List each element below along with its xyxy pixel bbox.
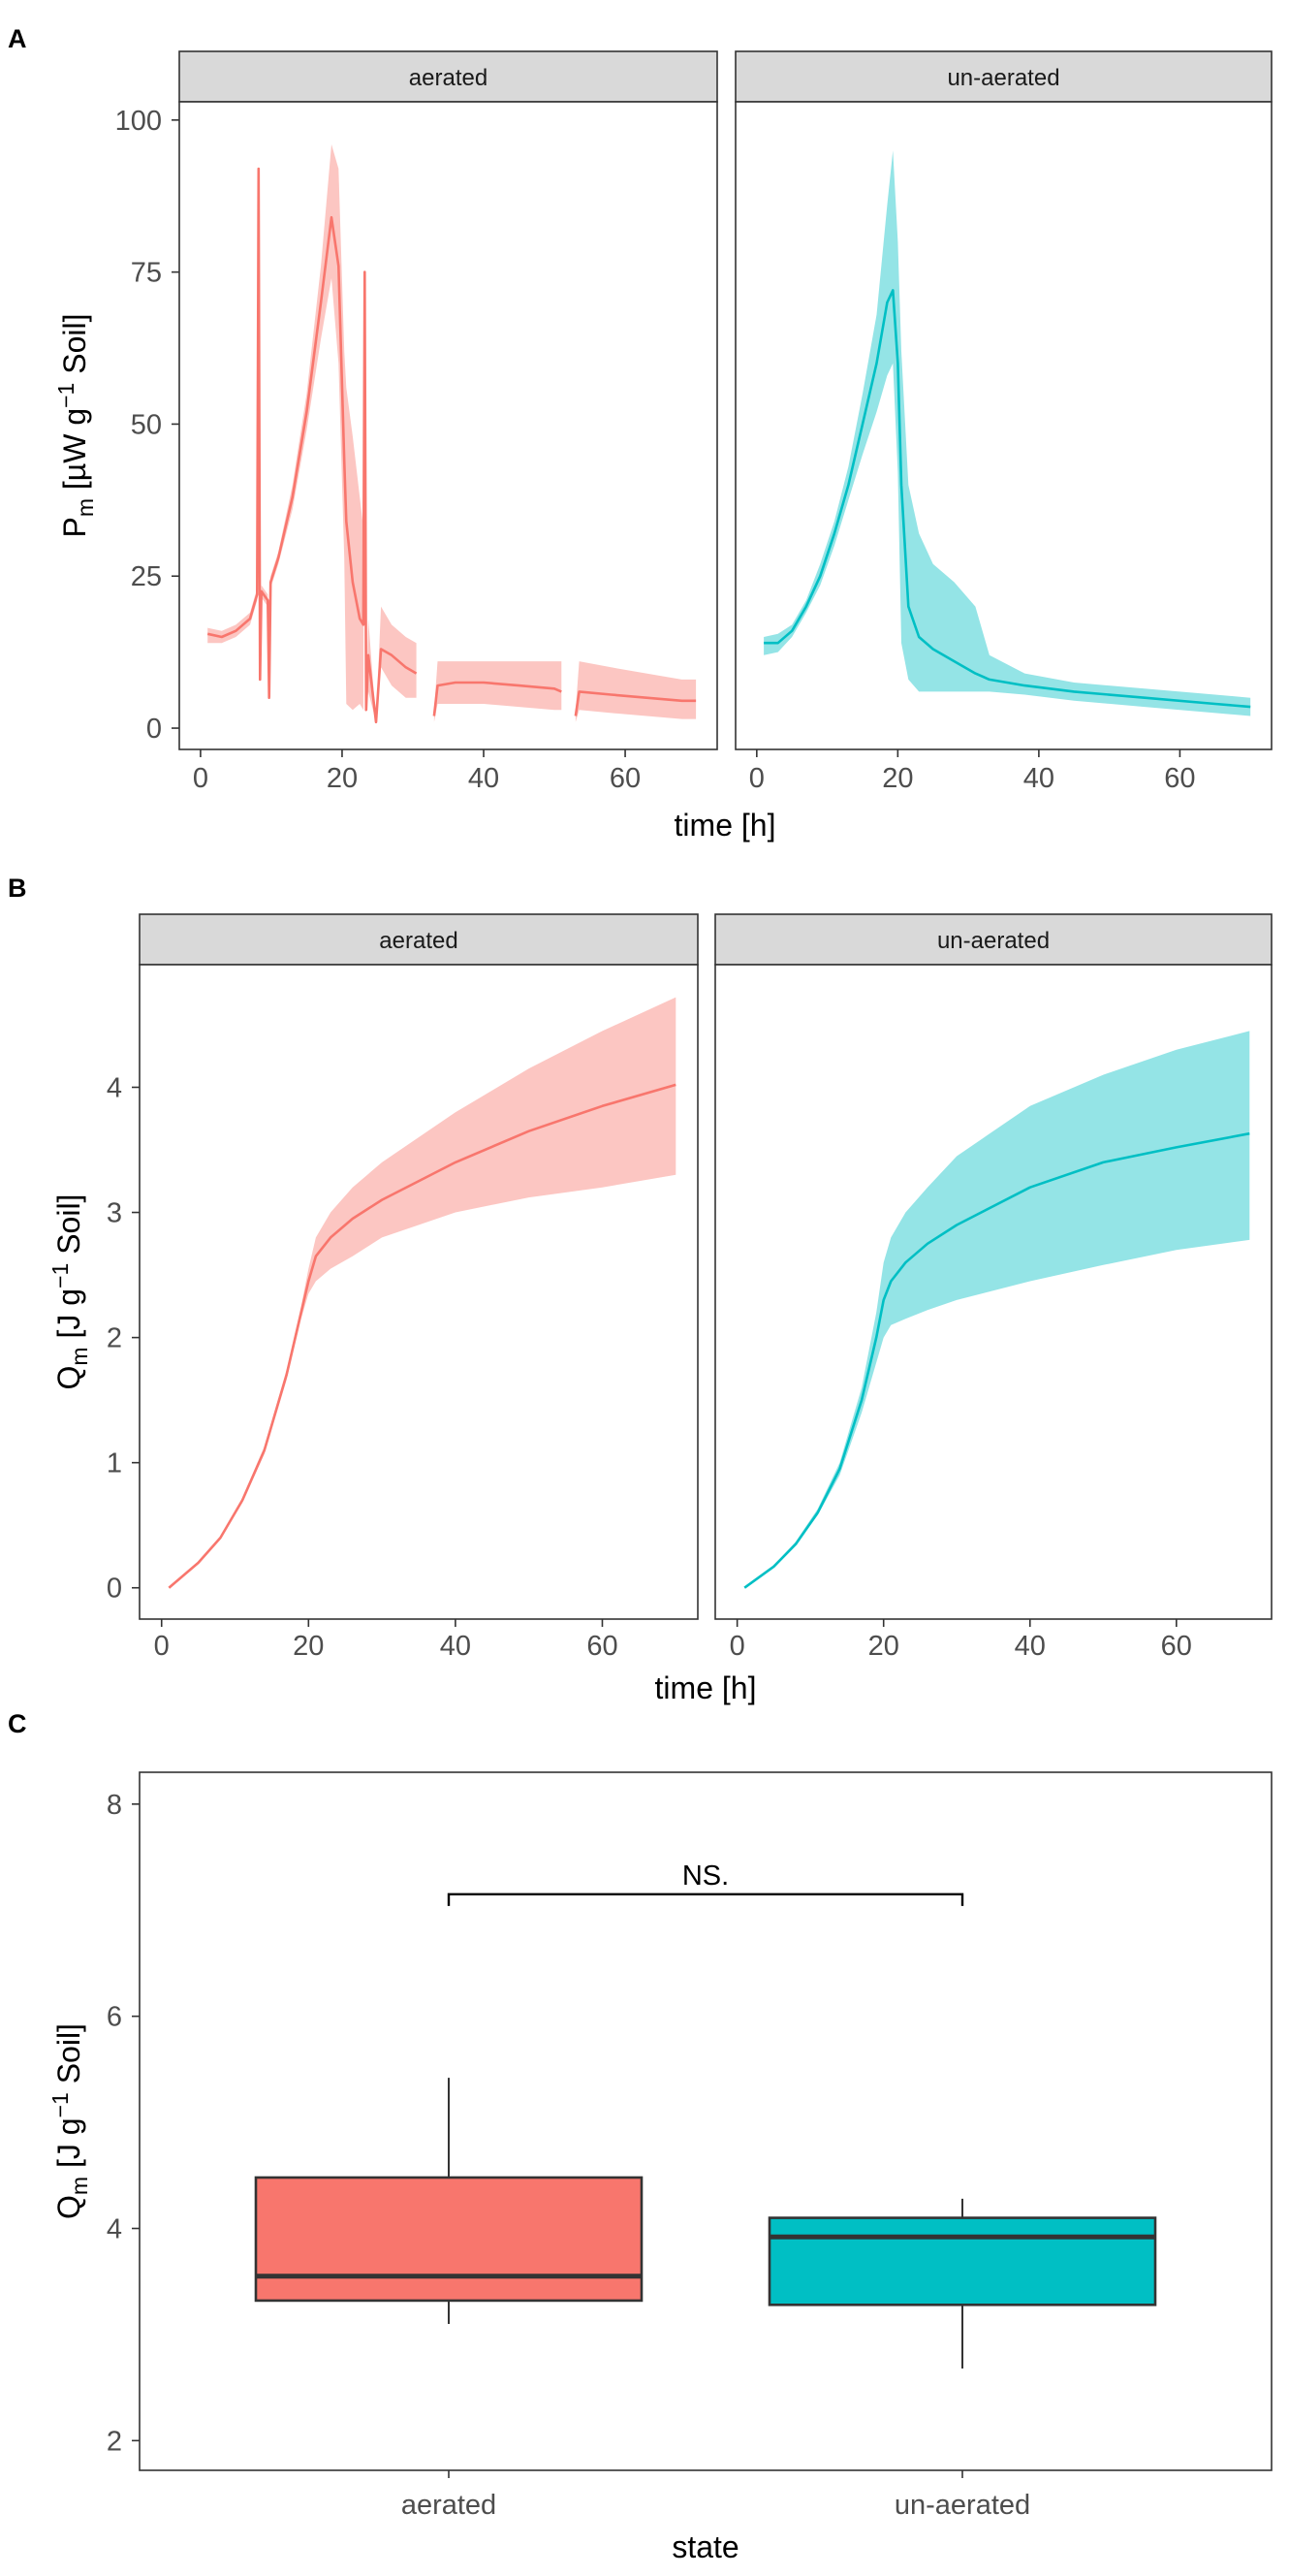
panel-b-chart: aerated 0 20 40 60 un-aerated 0 20 40 60 0 1 2 3 4 time…	[47, 913, 1273, 1705]
panel-c-chart: aerated un-aerated NS. 2 4 6 8 state Qm [J g−1 S…	[47, 1771, 1273, 2564]
panel-a-un-aerated-panel-border	[735, 101, 1273, 750]
panel-b-y-tick-label-1: 1	[107, 1448, 122, 1479]
panel-b-aerated-x-tick-label-40: 40	[440, 1631, 471, 1662]
panel-b-aerated-series-line-1	[168, 1083, 676, 1589]
panel-a-aerated-series-line-1	[206, 167, 418, 724]
panel-b-un-aerated-x-tick-label-40: 40	[1015, 1631, 1046, 1662]
panel-a-y-tick-label-75: 75	[131, 258, 162, 289]
panel-a-aerated-band-3	[575, 661, 697, 722]
panel-c-significance-label: NS.	[682, 1860, 729, 1892]
panel-a-y-tick-label-0: 0	[146, 714, 162, 745]
panel-a-un-aerated-x-tick-label-0: 0	[749, 763, 765, 794]
panel-b-aerated-x-tick-label-20: 20	[293, 1631, 324, 1662]
panel-b-un-aerated-facet: un-aerated 0 20 40 60	[714, 913, 1273, 1662]
panel-letter-c: C	[8, 1709, 27, 1738]
panel-c-box-un-aerated-iqr	[768, 2216, 1157, 2306]
panel-a-aerated-panel-border	[178, 101, 718, 750]
panel-a-aerated-band-1	[207, 143, 417, 722]
panel-a-un-aerated-band-1	[764, 150, 1251, 716]
panel-c-box-un-aerated-group	[768, 2198, 1157, 2369]
panel-b-un-aerated-band-1	[744, 1031, 1250, 1588]
panel-a-aerated-series-line-3	[574, 690, 697, 716]
panel-a-aerated-x-tick-label-60: 60	[610, 763, 641, 794]
panel-b-aerated-strip-label: aerated	[379, 928, 457, 954]
panel-b-un-aerated-x-tick-label-20: 20	[868, 1631, 899, 1662]
panel-b-un-aerated-strip	[714, 913, 1273, 966]
panel-b-aerated-x-tick-label-60: 60	[586, 1631, 617, 1662]
panel-a-chart: aerated 0 20 40 60 un-aerated 0 20 40 60 0 25 50 75 10…	[53, 50, 1273, 843]
panel-b-x-axis-title: time [h]	[655, 1670, 757, 1705]
panel-a-un-aerated-x-tick-label-60: 60	[1164, 763, 1195, 794]
panel-b-aerated-facet: aerated 0 20 40 60	[139, 913, 699, 1662]
panel-a-y-tick-label-25: 25	[131, 561, 162, 592]
panel-c-x-tick-label-aerated: aerated	[401, 2490, 496, 2521]
panel-a-aerated-strip-label: aerated	[409, 65, 487, 91]
panel-c-box-aerated-iqr	[254, 2176, 644, 2303]
panel-b-y-tick-label-0: 0	[107, 1574, 122, 1605]
panel-b-aerated-plot-area	[140, 965, 698, 1619]
panel-letter-a: A	[8, 24, 27, 53]
panel-c-y-tick-label-6: 6	[107, 2002, 122, 2033]
panel-a-un-aerated-x-tick-label-20: 20	[882, 763, 913, 794]
panel-b-un-aerated-x-tick-label-0: 0	[730, 1631, 745, 1662]
panel-a-aerated-series-line-2	[432, 681, 562, 716]
panel-c-y-tick-label-4: 4	[107, 2214, 122, 2245]
panel-c-significance-bracket	[447, 1892, 964, 1906]
panel-a-aerated-x-tick-label-40: 40	[468, 763, 499, 794]
panel-b-aerated-band-1	[169, 997, 676, 1588]
panel-a-un-aerated-series-line-1	[764, 289, 1251, 709]
panel-c-box-aerated-group	[254, 2078, 644, 2324]
panel-a-x-axis-title: time [h]	[675, 808, 776, 843]
panel-c-x-axis-title: state	[672, 2529, 739, 2564]
panel-a-aerated-band-2	[433, 661, 562, 722]
panel-a-un-aerated-facet: un-aerated 0 20 40 60	[735, 50, 1273, 794]
panel-c-y-tick-label-2: 2	[107, 2426, 122, 2457]
panel-b-un-aerated-series-line-1	[743, 1131, 1250, 1589]
panel-b-aerated-panel-border	[139, 964, 699, 1620]
panel-c-plot-area	[139, 1771, 1273, 2471]
panel-b-y-axis-title: Qm [J g−1 Soil]	[47, 1194, 92, 1390]
panel-letter-b: B	[8, 874, 27, 903]
panel-a-aerated-x-tick-label-0: 0	[193, 763, 208, 794]
panel-a-y-axis-title: Pm [µW g−1 Soil]	[53, 314, 98, 538]
panel-b-aerated-x-tick-label-0: 0	[154, 1631, 170, 1662]
panel-b-un-aerated-panel-border	[714, 964, 1273, 1620]
panel-a-y-tick-label-100: 100	[115, 106, 162, 137]
panel-a-un-aerated-plot-area	[736, 102, 1272, 749]
panel-b-un-aerated-strip-label: un-aerated	[937, 928, 1050, 954]
panel-a-un-aerated-strip-label: un-aerated	[947, 65, 1059, 91]
panel-c-y-axis-title: Qm [J g−1 Soil]	[47, 2023, 92, 2219]
panel-b-y-tick-label-2: 2	[107, 1323, 122, 1354]
panel-b-y-tick-label-4: 4	[107, 1072, 122, 1103]
panel-a-aerated-x-tick-label-20: 20	[327, 763, 358, 794]
panel-b-y-tick-label-3: 3	[107, 1198, 122, 1229]
panel-a-un-aerated-x-tick-label-40: 40	[1023, 763, 1054, 794]
panel-b-un-aerated-plot-area	[715, 965, 1272, 1619]
panel-a-aerated-facet: aerated 0 20 40 60	[178, 50, 718, 794]
panel-c-y-tick-label-8: 8	[107, 1790, 122, 1821]
panel-a-aerated-strip	[178, 50, 718, 103]
panel-c-x-tick-label-un-aerated: un-aerated	[895, 2490, 1030, 2521]
panel-a-y-tick-label-50: 50	[131, 409, 162, 440]
panel-b-un-aerated-x-tick-label-60: 60	[1161, 1631, 1192, 1662]
